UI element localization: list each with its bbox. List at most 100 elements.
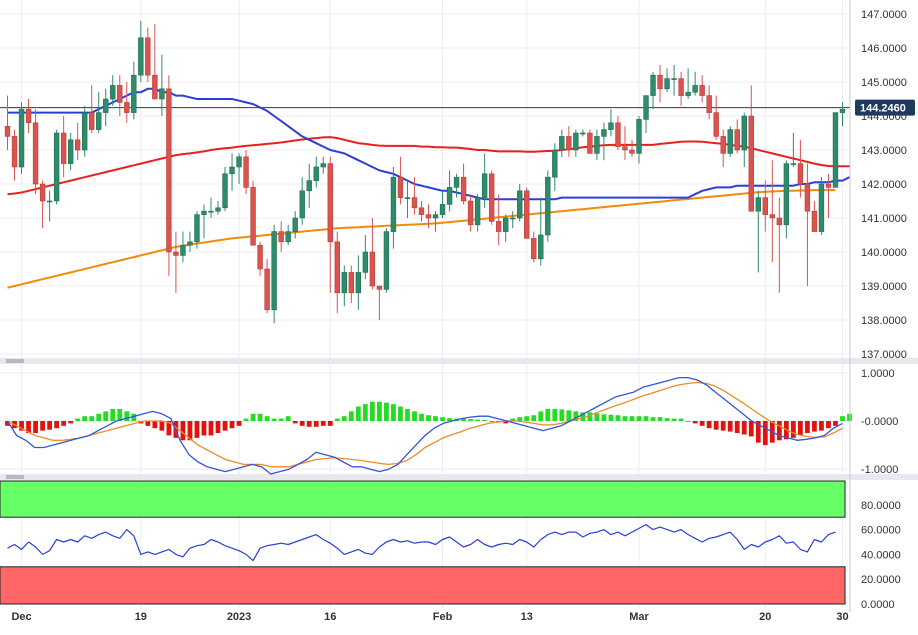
- macd-histogram-bar: [587, 412, 593, 421]
- candle-body: [327, 163, 333, 243]
- candle: [510, 211, 516, 229]
- macd-histogram-bar: [636, 416, 642, 421]
- candle: [397, 156, 404, 205]
- macd-histogram-bar: [68, 421, 74, 424]
- candle: [194, 211, 200, 249]
- macd-histogram-bar: [61, 421, 67, 426]
- macd-panel[interactable]: [5, 376, 852, 475]
- candle-body: [292, 217, 298, 232]
- candle: [53, 129, 60, 205]
- candle: [671, 65, 677, 96]
- rsi-line: [7, 523, 836, 562]
- rsi-axis-tick-label: 0.0000: [861, 599, 895, 611]
- candle: [4, 95, 11, 150]
- date-axis-tick-label: 16: [324, 611, 336, 623]
- macd-histogram-bar: [615, 415, 621, 421]
- candle: [313, 156, 319, 188]
- macd-histogram-bar: [706, 421, 712, 429]
- macd-histogram-bar: [75, 418, 81, 421]
- rsi-axis-tick-label: 60.0000: [861, 525, 901, 537]
- macd-histogram-bar: [552, 408, 558, 421]
- candle: [692, 71, 698, 96]
- candle-body: [60, 132, 67, 164]
- macd-histogram-bar: [257, 413, 263, 421]
- macd-histogram-bar: [194, 421, 200, 438]
- macd-histogram-bar: [33, 421, 38, 434]
- macd-histogram-bar: [629, 416, 635, 421]
- candle: [138, 20, 144, 82]
- candle-body: [622, 146, 628, 151]
- candle-body: [446, 187, 453, 205]
- macd-histogram-bar: [341, 416, 347, 421]
- candle-body: [545, 176, 551, 236]
- candle-body: [825, 183, 832, 188]
- candle: [18, 102, 25, 174]
- rsi-panel[interactable]: [0, 480, 846, 605]
- price-axis-tick-label: 138.0000: [861, 315, 907, 327]
- candle-body: [713, 112, 719, 137]
- candle-body: [453, 176, 460, 188]
- candle: [145, 27, 151, 82]
- candle: [222, 167, 228, 212]
- candle-body: [271, 231, 277, 311]
- candle-body: [229, 166, 235, 175]
- macd-histogram-bar: [222, 421, 228, 431]
- macd-histogram-bar: [369, 401, 375, 421]
- candle: [531, 231, 537, 263]
- candle: [124, 82, 130, 123]
- macd-histogram-bar: [699, 421, 705, 426]
- candle: [425, 204, 432, 229]
- macd-histogram-bar: [805, 421, 810, 434]
- price-panel[interactable]: [0, 20, 850, 324]
- candle: [755, 190, 761, 273]
- candle: [117, 75, 123, 116]
- candle-body: [566, 136, 572, 151]
- macd-histogram-bar: [124, 411, 130, 421]
- candle-body: [215, 207, 221, 212]
- macd-histogram-bar: [433, 416, 438, 421]
- candle: [727, 126, 733, 157]
- candle-body: [53, 132, 60, 202]
- macd-histogram-bar: [671, 418, 677, 421]
- candle-body: [117, 85, 123, 103]
- macd-axis-tick-label: -0.0000: [861, 416, 898, 428]
- macd-histogram-bar: [840, 416, 845, 421]
- candle-body: [173, 251, 179, 256]
- candle: [159, 54, 165, 116]
- macd-histogram-bar: [19, 421, 24, 431]
- candle: [82, 105, 88, 157]
- candle-body: [180, 244, 186, 256]
- candle: [110, 75, 116, 106]
- macd-histogram-bar: [776, 421, 782, 441]
- macd-line: [6, 376, 843, 475]
- candle-body: [524, 190, 530, 239]
- candle: [418, 201, 425, 222]
- candle: [264, 258, 270, 314]
- candle: [89, 85, 95, 133]
- macd-histogram-bar: [734, 421, 740, 434]
- candle-body: [194, 214, 200, 243]
- macd-histogram-bar: [215, 421, 221, 434]
- date-axis-tick-label: 19: [135, 611, 147, 623]
- candle-body: [657, 74, 663, 90]
- candle-body: [131, 74, 137, 113]
- macd-histogram-bar: [727, 421, 733, 432]
- macd-histogram-bar: [110, 408, 116, 421]
- macd-histogram-bar: [243, 418, 249, 421]
- candle: [446, 170, 453, 212]
- candle-body: [762, 197, 768, 215]
- candle: [299, 177, 305, 225]
- macd-histogram-bar: [755, 421, 761, 443]
- candle: [811, 201, 818, 232]
- candle-body: [208, 210, 214, 213]
- candle: [60, 116, 67, 178]
- rsi-oversold-zone: [0, 566, 846, 605]
- candle-body: [201, 210, 207, 215]
- candle-body: [481, 173, 488, 198]
- candle: [201, 204, 207, 239]
- candle: [587, 129, 593, 154]
- candle: [580, 129, 586, 137]
- macd-histogram-bar: [524, 416, 530, 421]
- macd-histogram-bar: [103, 411, 109, 421]
- candle: [481, 153, 488, 208]
